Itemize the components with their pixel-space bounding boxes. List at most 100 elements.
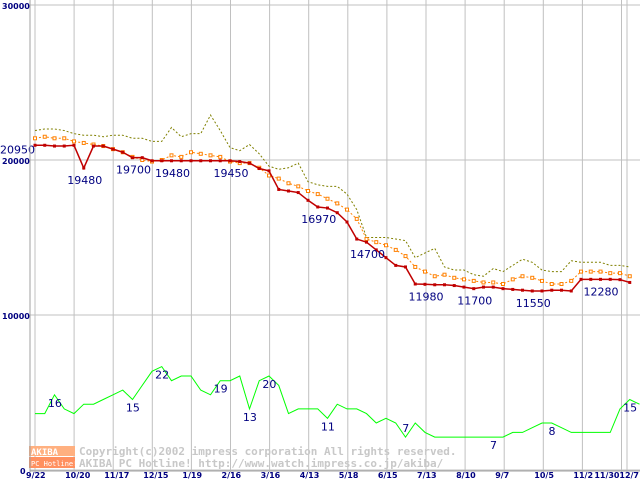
series-minimum-point <box>345 220 349 224</box>
x-tick-label: 1/19 <box>182 471 202 480</box>
series-minimum-point <box>560 288 563 292</box>
series-average-point <box>42 134 47 139</box>
data-label: 19450 <box>214 167 249 180</box>
series-average-point <box>627 274 632 279</box>
series-minimum-point <box>131 156 134 160</box>
series-average-point <box>306 189 310 193</box>
series-average-point <box>364 237 369 242</box>
series-average-point <box>384 243 388 248</box>
data-label: 20 <box>262 378 276 391</box>
series-minimum-point <box>199 159 203 163</box>
x-tick-label: 10/5 <box>534 471 554 480</box>
data-label: 19700 <box>116 164 151 177</box>
data-label: 11700 <box>457 295 492 308</box>
series-average-point <box>315 192 320 197</box>
series-average-point <box>325 196 330 201</box>
series-minimum-point <box>569 289 573 293</box>
watermark: AKIBA PC Hotline! Copyright(c)2002 impre… <box>29 445 457 470</box>
data-label: 19480 <box>67 174 102 187</box>
series-minimum-point <box>365 240 368 244</box>
series-minimum-point <box>170 159 173 163</box>
series-average-point <box>510 277 515 282</box>
series-minimum-point <box>111 147 115 151</box>
series-average-point <box>462 277 466 282</box>
series-minimum-point <box>189 159 193 163</box>
series-average-point <box>374 240 379 245</box>
series-average-point <box>491 280 496 285</box>
series-average-point <box>540 278 544 283</box>
series-minimum-point <box>413 282 417 286</box>
data-label: 20950 <box>0 143 35 156</box>
series-minimum-point <box>521 288 524 292</box>
series-average-point <box>442 272 447 277</box>
series-minimum-point <box>257 167 261 171</box>
logo-bottom: PC Hotline! <box>31 460 77 468</box>
series-minimum-point <box>394 263 398 267</box>
x-tick-label: 11/30 <box>594 471 620 480</box>
series-minimum-point <box>540 289 544 293</box>
series-average-point <box>189 150 193 155</box>
y-tick-label: 0 <box>20 467 26 476</box>
series-minimum-point <box>53 144 56 148</box>
x-tick-label: 11/2 <box>573 471 593 480</box>
series-minimum-point <box>62 144 66 148</box>
series-average-point <box>549 282 554 286</box>
series-minimum-point <box>589 277 593 281</box>
series-minimum-point <box>140 156 144 160</box>
series-minimum-point <box>511 287 515 291</box>
x-tick-label: 4/13 <box>300 471 320 480</box>
grid <box>30 0 640 472</box>
series-average-point <box>608 271 613 276</box>
series-minimum-point <box>287 189 290 193</box>
series-minimum-line <box>35 144 630 292</box>
series-minimum-point <box>384 256 388 260</box>
series-average-point <box>354 216 359 221</box>
data-label: 15 <box>126 402 140 415</box>
data-label: 7 <box>402 422 409 435</box>
series-minimum-point <box>306 198 310 202</box>
series-average-point <box>413 264 418 269</box>
data-label: 8 <box>548 425 555 438</box>
series-average-point <box>81 140 86 145</box>
url-line: AKIBA PC Hotline! http://www.watch.impre… <box>79 457 444 470</box>
series-minimum-point <box>160 159 164 163</box>
series-minimum-point <box>374 248 378 252</box>
series-minimum-point <box>433 283 437 287</box>
data-label: 19 <box>214 383 228 396</box>
series-minimum-point <box>550 288 554 292</box>
series-minimum-point <box>150 159 154 163</box>
series-average-point <box>198 151 203 156</box>
x-tick-label: 2/16 <box>222 471 242 480</box>
series-minimum-point <box>326 206 329 210</box>
x-tick-label: 3/16 <box>261 471 281 480</box>
data-label: 16 <box>48 397 62 410</box>
data-label: 13 <box>243 411 257 424</box>
x-tick-label: 8/10 <box>456 471 476 480</box>
series-minimum-point <box>599 277 602 281</box>
y-tick-label: 10000 <box>2 312 30 321</box>
series-minimum-point <box>121 150 125 154</box>
series-minimum-point <box>209 159 212 163</box>
x-tick-label: 7/13 <box>417 471 437 480</box>
series-minimum-point <box>443 283 446 287</box>
series-minimum-point <box>179 159 183 163</box>
series-minimum-point <box>452 284 456 288</box>
series-average-point <box>501 282 505 286</box>
series-minimum-point <box>501 287 505 291</box>
series-minimum-point <box>296 191 300 195</box>
series-layer <box>33 114 640 438</box>
series-minimum-point <box>579 277 583 281</box>
series-average-point <box>335 201 340 206</box>
series-average-point <box>52 136 57 141</box>
series-average-point <box>481 280 486 285</box>
series-average-point <box>267 173 271 178</box>
series-minimum-point <box>618 278 622 282</box>
series-average-point <box>72 139 76 144</box>
x-tick-label: 12/7 <box>619 471 639 480</box>
series-minimum-point <box>608 277 612 281</box>
series-minimum-point <box>482 285 485 289</box>
series-average-point <box>296 184 301 189</box>
y-tick-label: 30000 <box>2 2 30 11</box>
